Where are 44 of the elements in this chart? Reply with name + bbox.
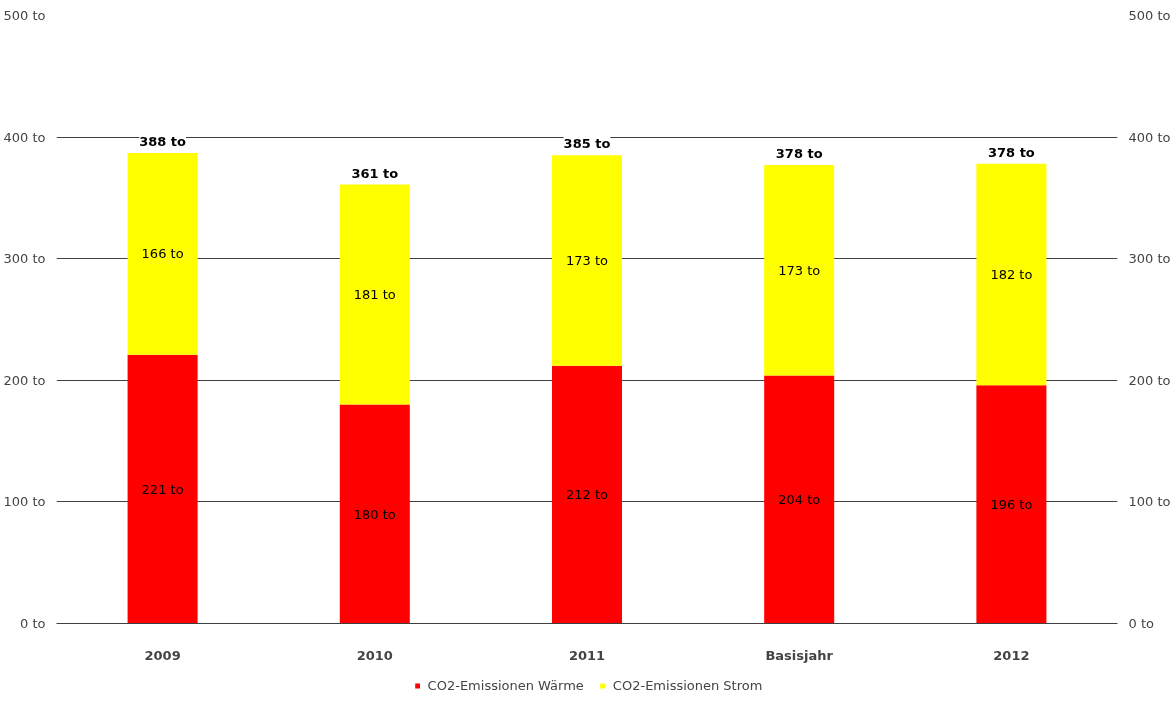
bar [551, 155, 623, 366]
x-tick-label: 2009 [144, 647, 181, 663]
x-tick-label: 2011 [568, 647, 606, 663]
y2-tick-label: 100 to [1128, 494, 1171, 510]
y-tick-label: 0 to [20, 616, 46, 631]
data-label: 166 to [141, 246, 184, 262]
y-tick-label: 200 to [3, 372, 46, 388]
total-label: 361 to [351, 165, 399, 181]
data-label: 173 to [778, 262, 821, 278]
bar [339, 404, 410, 624]
y2-tick-label: 0 to [1128, 616, 1154, 631]
data-label: 212 to [566, 487, 609, 503]
legend-label: CO2-Emissionen Strom [612, 677, 763, 693]
x-tick-label: 2012 [993, 647, 1030, 663]
bar [764, 375, 835, 624]
data-label: 180 to [353, 506, 396, 522]
y2-tick-label: 200 to [1128, 372, 1171, 388]
bar [764, 165, 835, 376]
bar [339, 184, 410, 405]
total-label: 385 to [563, 136, 611, 152]
y-tick-label: 100 to [3, 494, 46, 510]
y-tick-label: 500 to [3, 8, 46, 23]
y-tick-label: 300 to [3, 251, 46, 267]
y2-tick-label: 300 to [1128, 251, 1171, 267]
data-label: 196 to [990, 496, 1033, 512]
bar [127, 152, 198, 355]
bar [551, 365, 623, 624]
y-tick-label: 400 to [3, 129, 46, 145]
bar [127, 354, 198, 624]
legend-label: CO2-Emissionen Wärme [427, 677, 584, 693]
x-tick-label: Basisjahr [765, 647, 834, 663]
y2-tick-label: 400 to [1128, 129, 1171, 145]
data-label: 182 to [990, 267, 1033, 283]
bar [976, 385, 1047, 624]
total-label: 378 to [775, 146, 823, 162]
total-label: 378 to [988, 144, 1035, 160]
data-label: 173 to [566, 253, 609, 269]
bar [976, 163, 1047, 386]
y2-tick-label: 500 to [1128, 8, 1171, 23]
total-label: 388 to [139, 133, 187, 149]
data-label: 204 to [778, 491, 821, 507]
data-label: 221 to [141, 481, 184, 497]
x-tick-label: 2010 [356, 647, 393, 663]
data-label: 181 to [353, 287, 396, 303]
